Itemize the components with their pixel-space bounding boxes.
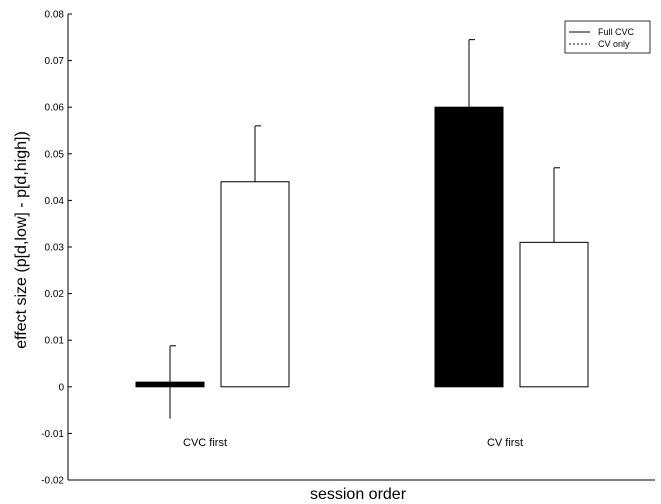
y-tick-label: -0.02: [41, 476, 64, 487]
bar: [434, 106, 504, 388]
y-ticks: -0.02 -0.01 0 0.01 0.02 0.03 0.04 0.05 0.06 0.07 0…: [41, 10, 72, 487]
y-tick-label: 0.08: [45, 10, 65, 21]
legend: Full CVC CV only: [564, 20, 651, 54]
bar: [519, 241, 589, 388]
bar: [220, 181, 290, 388]
category-labels: CVC first CV first: [183, 437, 523, 449]
y-tick-label: 0.07: [45, 56, 65, 67]
category-label: CVC first: [183, 437, 227, 449]
y-axis-title: effect size (p[d,low] - p[d,high]): [13, 131, 30, 349]
legend-label: CV only: [598, 39, 630, 49]
y-tick-label: 0.02: [45, 289, 65, 300]
y-tick-label: 0.03: [45, 243, 65, 254]
legend-label: Full CVC: [598, 27, 635, 37]
y-tick-label: 0.04: [45, 196, 65, 207]
legend-box: [564, 20, 651, 54]
y-tick-label: 0: [58, 382, 64, 393]
category-label: CV first: [487, 437, 523, 449]
y-tick-label: -0.01: [41, 429, 64, 440]
y-tick-label: 0.01: [45, 336, 65, 347]
x-axis-title: session order: [310, 486, 407, 503]
y-tick-label: 0.06: [45, 103, 65, 114]
y-tick-label: 0.05: [45, 149, 65, 160]
bars-group: [135, 39, 589, 419]
